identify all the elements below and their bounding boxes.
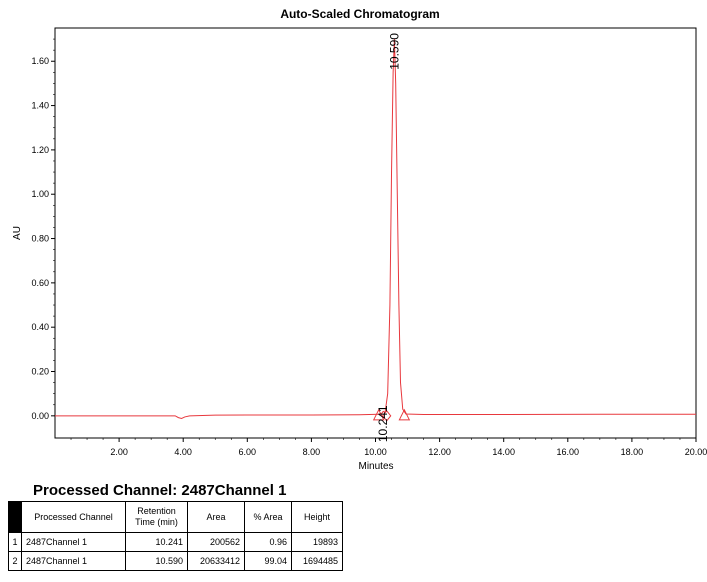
y-tick-label: 0.80 bbox=[31, 234, 49, 244]
y-tick-label: 0.00 bbox=[31, 411, 49, 421]
series-layer bbox=[55, 39, 696, 420]
height-header: Height bbox=[291, 501, 343, 533]
retention-header-line2: Time (min) bbox=[135, 517, 178, 527]
y-tick-label: 1.00 bbox=[31, 189, 49, 199]
retention-time-header: Retention Time (min) bbox=[125, 501, 188, 533]
peak-label: 10.590 bbox=[387, 33, 401, 70]
y-tick-label: 0.60 bbox=[31, 278, 49, 288]
chart-title: Auto-Scaled Chromatogram bbox=[280, 7, 439, 21]
table-row: 2 2487Channel 1 10.590 20633412 99.04 16… bbox=[8, 551, 343, 571]
retention-header-line1: Retention bbox=[137, 506, 176, 516]
x-tick-label: 12.00 bbox=[428, 447, 451, 457]
peak-valley-marker bbox=[382, 410, 392, 422]
row-height: 19893 bbox=[291, 532, 343, 552]
x-tick-label: 8.00 bbox=[303, 447, 321, 457]
peak-boundary-marker bbox=[398, 408, 411, 421]
row-channel: 2487Channel 1 bbox=[21, 551, 126, 571]
x-axis: 2.00 4.00 6.00 8.00 10.00 12.00 14.00 16.00 18.0… bbox=[70, 438, 707, 457]
y-tick-label: 0.20 bbox=[31, 367, 49, 377]
x-tick-label: 16.00 bbox=[557, 447, 580, 457]
row-index: 1 bbox=[8, 532, 22, 552]
x-tick-label: 6.00 bbox=[239, 447, 257, 457]
index-header bbox=[8, 501, 22, 533]
row-height: 1694485 bbox=[291, 551, 343, 571]
y-axis: 0.00 0.20 0.40 0.60 0.80 1.00 1.20 1.40 1.60 bbox=[31, 38, 55, 421]
chromatogram-trace bbox=[55, 39, 696, 420]
y-axis-label: AU bbox=[12, 226, 23, 240]
y-tick-label: 0.40 bbox=[31, 322, 49, 332]
chromatogram-chart: Auto-Scaled Chromatogram 2.00 4.00 6.00 8.0… bbox=[12, 7, 707, 472]
row-area: 20633412 bbox=[187, 551, 245, 571]
area-header: Area bbox=[187, 501, 245, 533]
x-tick-label: 10.00 bbox=[364, 447, 387, 457]
y-tick-label: 1.20 bbox=[31, 145, 49, 155]
table-row: 1 2487Channel 1 10.241 200562 0.96 19893 bbox=[8, 532, 343, 552]
row-percent-area: 99.04 bbox=[244, 551, 292, 571]
peak-labels: 10.241 10.590 bbox=[376, 33, 401, 442]
peak-boundary-marker bbox=[372, 408, 385, 421]
row-channel: 2487Channel 1 bbox=[21, 532, 126, 552]
x-tick-label: 2.00 bbox=[110, 447, 128, 457]
table-header-row: Processed Channel Retention Time (min) Ar… bbox=[8, 501, 343, 533]
x-tick-label: 18.00 bbox=[621, 447, 644, 457]
row-area: 200562 bbox=[187, 532, 245, 552]
peak-label: 10.241 bbox=[376, 405, 390, 442]
row-retention: 10.590 bbox=[125, 551, 188, 571]
peak-markers bbox=[372, 408, 411, 422]
y-tick-label: 1.40 bbox=[31, 101, 49, 111]
processed-channel-header: Processed Channel bbox=[21, 501, 126, 533]
x-tick-label: 14.00 bbox=[492, 447, 515, 457]
y-tick-label: 1.60 bbox=[31, 56, 49, 66]
x-axis-label: Minutes bbox=[358, 461, 393, 472]
row-index: 2 bbox=[8, 551, 22, 571]
processed-channel-title: Processed Channel: 2487Channel 1 bbox=[33, 482, 287, 499]
row-retention: 10.241 bbox=[125, 532, 188, 552]
x-tick-label: 4.00 bbox=[174, 447, 192, 457]
x-tick-label: 20.00 bbox=[685, 447, 707, 457]
row-percent-area: 0.96 bbox=[244, 532, 292, 552]
plot-frame bbox=[54, 27, 697, 439]
percent-area-header: % Area bbox=[244, 501, 292, 533]
peak-results-table: Processed Channel Retention Time (min) Ar… bbox=[8, 501, 343, 571]
